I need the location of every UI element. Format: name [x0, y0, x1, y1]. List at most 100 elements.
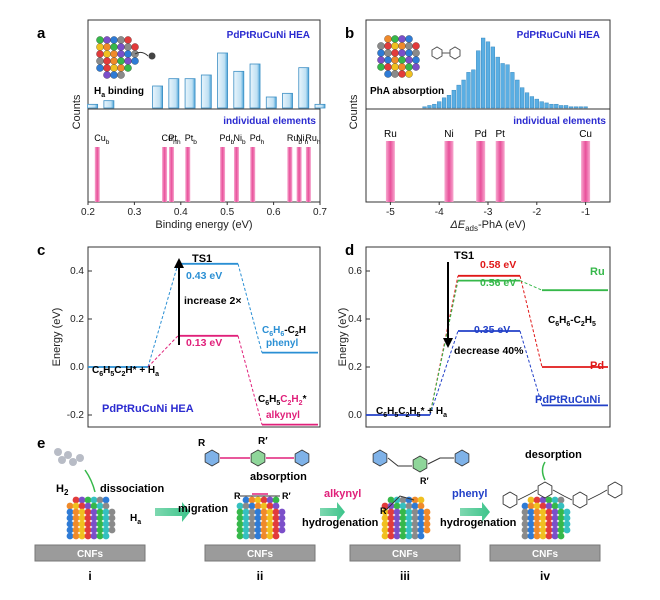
hea-bar — [249, 63, 261, 109]
element-bar — [581, 141, 591, 202]
atom — [393, 502, 401, 510]
atom — [417, 514, 425, 522]
atom — [236, 532, 244, 540]
atom — [405, 508, 413, 516]
atom — [411, 496, 419, 504]
atom — [551, 532, 559, 540]
atom — [108, 514, 116, 522]
adsorbed-alkene — [385, 495, 415, 511]
panel-c-elem-barrier: 0.13 eV — [186, 337, 222, 349]
reaction-schematic: CNFs i CNFs ii CNFs iii CNFs iv H2 dissociation Ha… — [34, 436, 623, 583]
atom — [110, 64, 118, 72]
hea-bar — [265, 96, 277, 109]
atom — [398, 35, 406, 43]
panel-b-inset-label: PhA absorption — [370, 86, 444, 97]
element-label: Cuh — [162, 133, 178, 146]
x-tick-label: -1 — [581, 207, 590, 218]
atom — [412, 42, 420, 50]
element-label: Pth — [169, 133, 182, 146]
atom — [521, 520, 529, 528]
atom — [387, 514, 395, 522]
atom — [539, 520, 547, 528]
phenyl-step-label: phenyl — [452, 488, 487, 500]
hea-bar — [500, 63, 505, 109]
atom — [391, 49, 399, 57]
atom — [387, 508, 395, 516]
atom — [84, 532, 92, 540]
atom — [254, 496, 262, 504]
dissociation-label: dissociation — [100, 483, 164, 495]
element-bar — [287, 147, 293, 202]
element-bar — [495, 141, 505, 202]
atom — [248, 526, 256, 534]
panel-d-ru-label: Ru — [590, 266, 605, 278]
step-label: ii — [257, 569, 264, 583]
atom — [399, 526, 407, 534]
phenylacetylene-molecule-icon — [431, 46, 461, 60]
atom — [387, 496, 395, 504]
atom — [377, 56, 385, 64]
atom — [545, 502, 553, 510]
atom — [391, 70, 399, 78]
atom — [387, 532, 395, 540]
atom — [545, 514, 553, 522]
panel-d-product: C6H6-C2H5 — [548, 315, 596, 328]
atom — [405, 70, 413, 78]
panel-c-ylabel: Energy (eV) — [51, 308, 63, 367]
panel-c-ts-label: TS1 — [192, 253, 212, 265]
atom — [384, 49, 392, 57]
atom — [417, 496, 425, 504]
atom — [381, 532, 389, 540]
atom — [399, 508, 407, 516]
atom — [96, 57, 104, 65]
panel-c-reactant: C6H5C2H* + Ha — [92, 365, 159, 378]
atom — [96, 532, 104, 540]
hea-bar — [583, 106, 588, 109]
hea-bar — [515, 79, 520, 109]
atom — [72, 532, 80, 540]
atom — [393, 520, 401, 528]
atom — [272, 514, 280, 522]
atom — [539, 526, 547, 534]
atom — [72, 502, 80, 510]
atom — [260, 532, 268, 540]
atom — [266, 508, 274, 516]
cnf-support — [34, 544, 146, 562]
atom — [417, 508, 425, 516]
hea-bar — [103, 100, 115, 109]
atom — [108, 520, 116, 528]
panel-d-pd-barrier: 0.58 eV — [480, 259, 516, 271]
element-label: Cub — [94, 133, 110, 146]
atom — [124, 50, 132, 58]
panel-d-ru-barrier: 0.56 eV — [480, 277, 516, 289]
atom — [399, 502, 407, 510]
panel-c-alkyne-product: C6H5C2H2* — [258, 394, 307, 407]
atom — [539, 502, 547, 510]
atom — [384, 42, 392, 50]
hea-bar — [282, 92, 293, 109]
hea-bar — [298, 67, 310, 109]
atom — [381, 514, 389, 522]
hea-bar — [152, 85, 164, 109]
y-tick-label: 0.4 — [70, 266, 84, 277]
atom — [423, 526, 431, 534]
hea-bar — [87, 103, 99, 109]
cnf-label: CNFs — [77, 549, 104, 560]
step-arrow-icon — [460, 502, 490, 522]
atom — [96, 50, 104, 58]
atom — [96, 502, 104, 510]
atom — [248, 532, 256, 540]
element-label: Pt — [495, 129, 505, 140]
atom — [384, 35, 392, 43]
cyclohexane-ring-icon — [607, 481, 623, 499]
cyclohexane-ring-icon — [537, 481, 553, 499]
atom — [260, 520, 268, 528]
hea-bar — [437, 101, 442, 109]
atom — [242, 502, 250, 510]
energy-connector — [519, 280, 543, 291]
atom — [557, 526, 565, 534]
atom — [66, 502, 74, 510]
atom — [266, 496, 274, 504]
atom — [102, 532, 110, 540]
element-bar — [220, 147, 226, 202]
